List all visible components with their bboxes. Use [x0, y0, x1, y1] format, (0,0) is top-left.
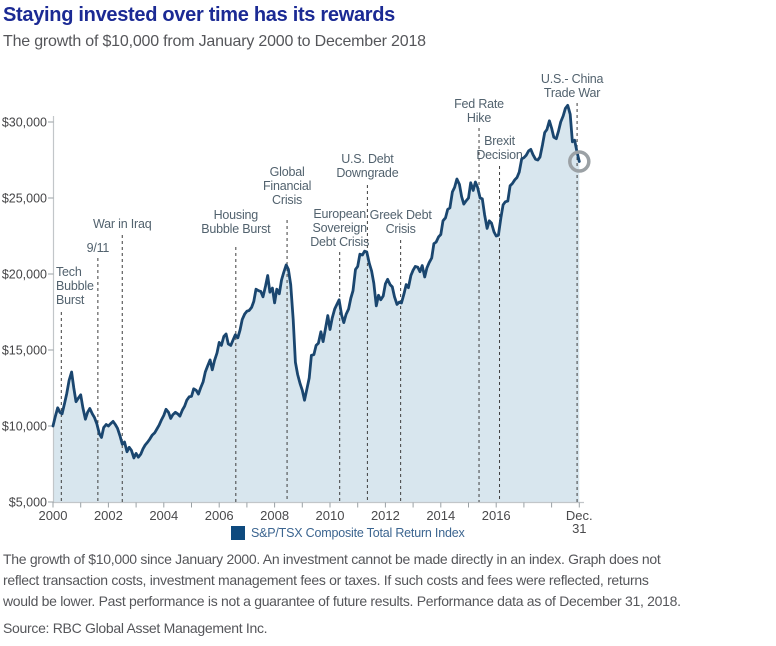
event-label: U.S. Debt Downgrade	[336, 152, 398, 180]
x-axis-end-label: Dec. 31	[566, 508, 593, 536]
x-axis-year-label: 2010	[316, 508, 345, 523]
y-axis-tick-label: $10,000	[2, 420, 47, 434]
disclaimer-line: The growth of $10,000 since January 2000…	[3, 551, 661, 567]
event-label: Fed Rate Hike	[454, 97, 504, 125]
y-axis-tick-label: $20,000	[2, 268, 47, 282]
x-axis-year-label: 2008	[260, 508, 289, 523]
end-point-marker	[568, 150, 591, 173]
page-title: Staying invested over time has its rewar…	[3, 4, 396, 26]
disclaimer-text: The growth of $10,000 since January 2000…	[3, 549, 681, 612]
x-axis-year-label: 2016	[482, 508, 511, 523]
legend-label: S&P/TSX Composite Total Return Index	[251, 526, 465, 540]
event-label: War in Iraq	[93, 217, 152, 231]
index-line	[51, 103, 581, 460]
disclaimer-line: would be lower. Past performance is not …	[3, 593, 681, 609]
y-axis-tick-label: $30,000	[2, 116, 47, 130]
event-label: Tech Bubble Burst	[56, 265, 94, 307]
page-subtitle: The growth of $10,000 from January 2000 …	[3, 33, 426, 50]
y-axis-tick-label: $25,000	[2, 192, 47, 206]
event-label: Brexit Decision	[476, 134, 523, 162]
x-axis-year-label: 2014	[426, 508, 455, 523]
y-axis-tick-label: $5,000	[9, 496, 47, 510]
x-axis-year-label: 2006	[205, 508, 234, 523]
event-label: Global Financial Crisis	[263, 165, 311, 207]
event-label: European Sovereign Debt Crisis	[310, 207, 369, 249]
chart-legend: S&P/TSX Composite Total Return Index	[231, 526, 465, 540]
source-text: Source: RBC Global Asset Management Inc.	[3, 620, 268, 636]
index-area-fill	[53, 105, 580, 503]
x-axis-year-label: 2004	[149, 508, 178, 523]
event-label: Greek Debt Crisis	[370, 208, 433, 236]
y-axis-tick-label: $15,000	[2, 344, 47, 358]
growth-chart: $30,000 $25,000 $20,000 $15,000 $10,000 $5,00…	[2, 72, 604, 536]
event-label: 9/11	[87, 241, 110, 255]
x-axis-year-label: 2000	[39, 508, 68, 523]
x-axis-year-label: 2002	[94, 508, 123, 523]
event-label: Housing Bubble Burst	[201, 208, 271, 236]
disclaimer-line: reflect transaction costs, investment ma…	[3, 572, 649, 588]
legend-swatch-icon	[231, 526, 245, 540]
x-axis-year-label: 2012	[371, 508, 400, 523]
event-label: U.S.- China Trade War	[541, 72, 604, 100]
